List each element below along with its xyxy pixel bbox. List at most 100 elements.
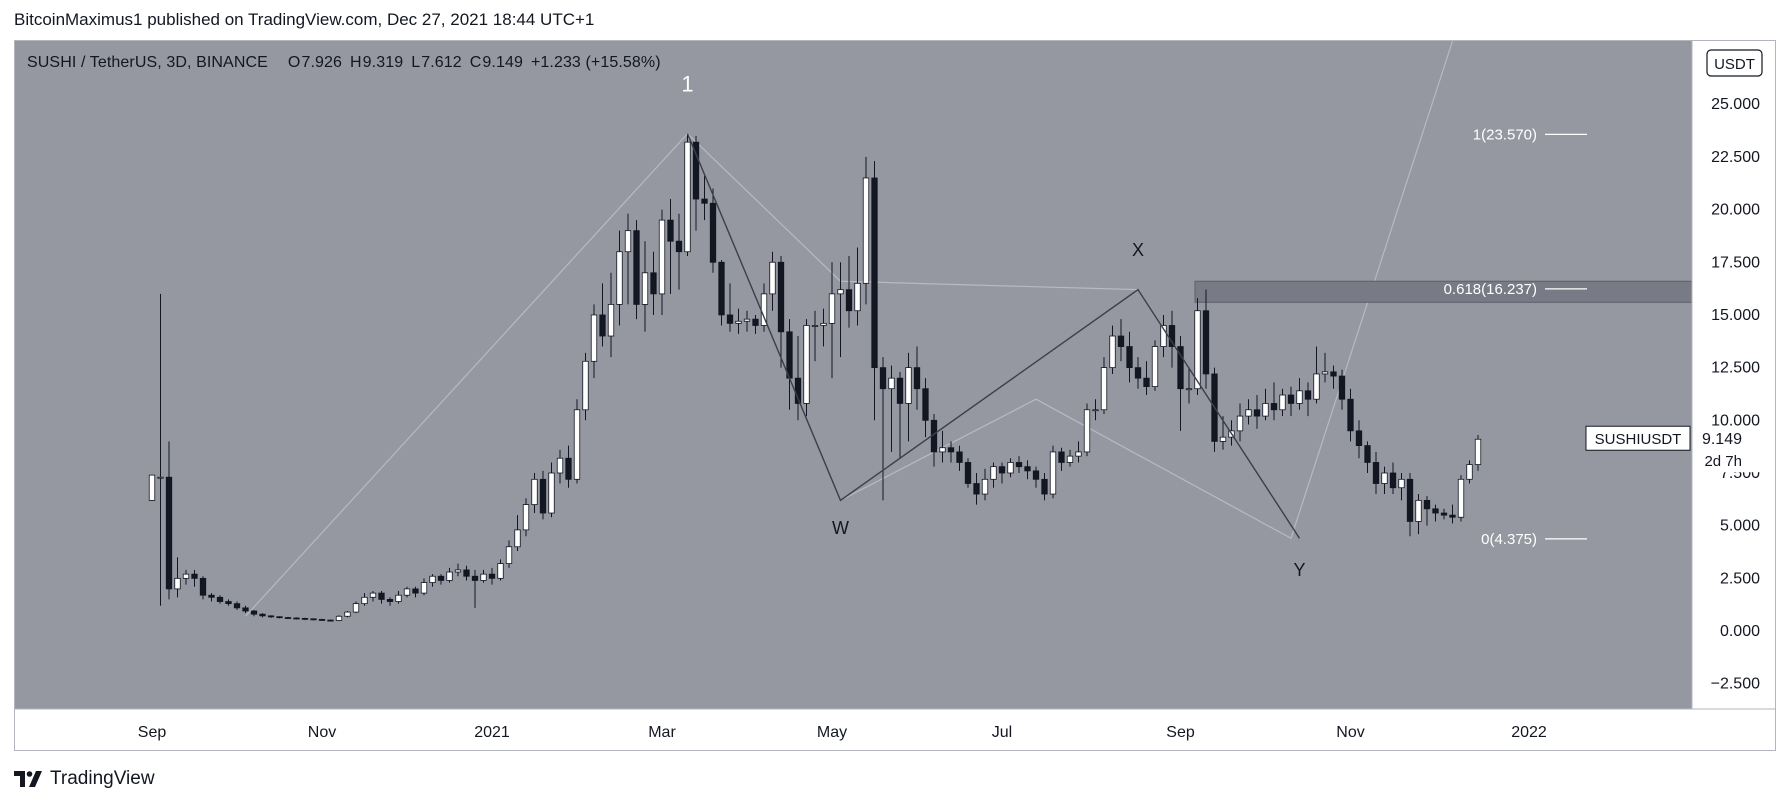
candle-up [514, 529, 521, 548]
candle-up [607, 304, 615, 337]
x-tick-label: 2022 [1511, 724, 1547, 741]
plot-area[interactable] [15, 41, 1692, 709]
y-tick-label: 10.000 [1711, 412, 1760, 429]
low-value: 7.612 [421, 54, 462, 71]
candle-up [1381, 472, 1388, 484]
candle-down [1449, 514, 1456, 518]
candle-up [1109, 335, 1116, 369]
candle-down [1143, 377, 1150, 387]
candle-up [1151, 346, 1159, 387]
candle-down [1406, 478, 1414, 522]
candle-up [1279, 394, 1286, 411]
candle-down [786, 331, 793, 379]
candle-up [1398, 478, 1405, 489]
candle-up [862, 177, 870, 284]
x-tick-label: Nov [1336, 724, 1364, 741]
candle-down [1024, 466, 1031, 472]
x-tick-label: Mar [648, 724, 676, 741]
candle-down [1134, 367, 1142, 379]
candle-down [293, 617, 300, 620]
candle-up [573, 409, 581, 480]
x-tick-label: May [817, 724, 847, 741]
candle-up [335, 615, 343, 621]
wave-lines [686, 133, 1301, 539]
candle-down [896, 377, 904, 404]
wave-labels: 1 W X Y [681, 72, 1305, 581]
candle-up [352, 603, 360, 613]
axis-badges: USDT SUSHIUSDT 9.149 2d 7h [1585, 49, 1763, 473]
candle-up [769, 261, 776, 295]
y-tick-label: 15.000 [1711, 307, 1760, 324]
candle-up [854, 282, 861, 312]
candle-down [845, 289, 853, 312]
candle-up [1100, 367, 1108, 411]
candle-up [1083, 409, 1091, 453]
candle-down [718, 261, 725, 316]
candle-down [726, 314, 734, 324]
candle-down [488, 573, 496, 579]
y-tick-label: 20.000 [1711, 202, 1760, 219]
candle-down [701, 198, 708, 204]
candle-up [522, 504, 530, 531]
candle-down [199, 577, 207, 596]
published-by-text: BitcoinMaximus1 published on TradingView… [14, 10, 595, 29]
ohlc-legend: SUSHI / TetherUS, 3D, BINANCE O7.926 H9.31… [27, 54, 661, 72]
candle-down [1041, 478, 1048, 495]
candle-down [412, 588, 419, 594]
candle-up [1313, 373, 1320, 400]
candle-up [1466, 464, 1473, 480]
candle-down [675, 240, 683, 253]
candle-up [1194, 310, 1201, 390]
candle-down [650, 272, 657, 295]
wave-label: W [832, 518, 849, 538]
candle-down [1432, 508, 1439, 514]
high-value: 9.319 [362, 54, 404, 71]
candle-up [684, 141, 691, 253]
candle-down [973, 483, 980, 495]
wave-label: X [1132, 240, 1144, 260]
candle-down [1015, 462, 1023, 468]
candle-down [165, 476, 173, 590]
candle-down [1177, 346, 1184, 390]
candle-down [463, 569, 470, 577]
candle-down [1304, 390, 1312, 400]
candle-down [956, 451, 963, 463]
candle-up [837, 289, 844, 295]
candle-up [1092, 409, 1099, 412]
y-tick-label: 5.000 [1720, 518, 1760, 535]
candle-down [250, 610, 258, 615]
candle-down [310, 618, 317, 621]
candle-down [1423, 499, 1431, 510]
candle-up [990, 466, 997, 480]
candle-up [1049, 451, 1057, 495]
candle-down [437, 575, 445, 581]
candle-up [888, 377, 895, 390]
symbol-title[interactable]: SUSHI / TetherUS, 3D, BINANCE [27, 54, 268, 71]
candle-down [565, 457, 572, 480]
candle-down [216, 596, 224, 602]
candle-up [361, 596, 368, 605]
y-tick-label: 0.000 [1720, 623, 1760, 640]
candle-down [922, 388, 929, 421]
footer-brand[interactable]: TradingView [14, 768, 155, 790]
time-axis[interactable]: Sep Nov 2021 Mar May Jul Sep Nov 2022 [15, 708, 1775, 741]
wave-label: Y [1293, 560, 1305, 580]
candle-down [1347, 398, 1354, 432]
candle-down [1389, 472, 1397, 489]
y-tick-label: 25.000 [1711, 96, 1760, 113]
fib-levels: 1(23.570) 0.618(16.237) 0(4.375) [1444, 126, 1587, 548]
x-tick-label: Sep [1166, 724, 1195, 741]
last-price-value: 9.149 [1702, 431, 1742, 448]
wave-label: 1 [681, 72, 693, 97]
candle-up [1457, 478, 1465, 518]
tradingview-logo-icon [14, 771, 42, 787]
candle-down [633, 230, 640, 305]
x-tick-label: Nov [308, 724, 336, 741]
price-axis[interactable]: −2.5000.0002.5005.0007.50010.00012.50015… [1691, 41, 1760, 709]
fib-level-label: 1(23.570) [1473, 126, 1537, 143]
candle-up [395, 594, 402, 602]
channel-line [245, 132, 1139, 617]
candle-up [735, 320, 742, 324]
change-value: +1.233 (+15.58%) [530, 54, 661, 71]
